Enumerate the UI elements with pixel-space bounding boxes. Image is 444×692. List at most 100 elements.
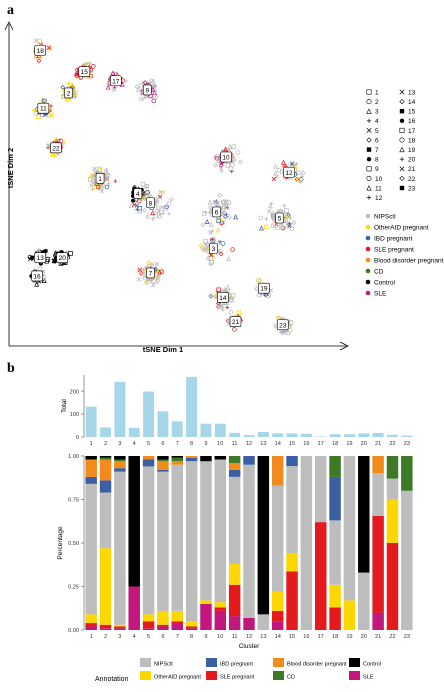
data-point [99,189,105,194]
data-point [203,239,208,244]
data-point [212,293,217,299]
x-tick-label: 16 [303,634,309,640]
cluster-label-box [95,173,105,184]
x-tick-label: 3 [118,634,121,640]
data-point [153,213,158,219]
cluster-label-text: 22 [52,145,60,152]
x-tick-label: 2 [104,634,107,640]
data-point [150,217,155,222]
cluster-label-text: 16 [33,273,41,280]
data-point [153,278,159,284]
legend-item: IBD pregnant [206,658,253,668]
data-point [227,147,232,152]
data-point [202,211,207,216]
stacked-segment [157,610,169,625]
data-point [140,181,146,187]
stacked-segment [214,607,227,611]
data-point [230,247,235,252]
data-point [294,162,299,166]
data-point [134,84,140,89]
data-point [159,205,165,210]
data-point [137,208,143,214]
cluster-label-box [78,66,91,77]
shape-legend-label: 1 [375,89,379,96]
data-point [227,214,232,220]
total-bar [186,376,198,437]
data-point [224,212,229,217]
data-point [278,221,284,227]
panel-label-a: a [7,3,14,18]
data-point [223,146,229,152]
shape-legend-symbol [366,157,372,162]
data-point [95,184,101,190]
stacked-segment [171,457,183,462]
data-point [225,163,231,168]
shape-legend-item: 16 [399,118,416,125]
stacked-segment [386,499,399,543]
y-axis-label: tSNE Dim 2 [6,148,15,188]
stacked-segment [142,459,155,467]
shape-legend-item: 7 [366,147,379,154]
data-point [104,184,110,190]
x-tick-label: 18 [332,634,338,640]
data-point [223,204,229,210]
stacked-segment [329,456,341,477]
data-point [264,217,269,221]
y-tick-label: 0 [76,435,79,441]
data-point [46,45,52,50]
data-point [138,83,144,88]
shape-legend-label: 21 [408,166,416,173]
stacked-segment [343,600,356,630]
stacked-segment [114,461,126,469]
stacked-segment [343,456,356,601]
data-point [157,214,163,219]
data-point [156,209,162,215]
data-point [217,240,222,245]
data-point [91,64,96,69]
stacked-segment [157,461,169,470]
data-point [139,269,145,274]
color-legend-label: Blood disorder pregnant [374,258,444,265]
x-tick-label: 20 [361,441,367,447]
shape-legend-label: 8 [375,157,379,164]
shape-legend-item: 23 [399,185,416,192]
stacked-segment [372,456,384,474]
y-tick-label: 0.25 [68,585,79,591]
stacked-segment [99,548,112,625]
x-tick-label: 17 [318,634,324,640]
color-legend-dot [365,213,371,219]
legend-items: NIPSctl OtherAID pregnant IBD pregnant SLE … [140,658,381,681]
data-point [226,200,231,206]
stacked-segment [257,614,270,630]
data-point [142,80,148,86]
legend-swatch [349,671,360,680]
y-tick-label: 100 [70,412,79,418]
data-point [143,265,148,270]
data-point [285,212,291,218]
cluster-label: 14 [217,291,229,303]
data-point [208,293,214,299]
data-point [154,261,160,267]
data-point [226,256,232,262]
data-point [212,199,217,204]
data-point [33,111,39,116]
data-point [97,182,102,188]
y-tick-label: 1.00 [68,454,79,460]
shape-legend-item: 8 [366,157,379,164]
cluster-label-box [133,188,143,199]
stacked-segment [271,610,284,622]
data-point [284,214,290,219]
plot-background [84,375,414,437]
cluster-label: 3 [209,243,218,254]
data-point [103,168,109,174]
stacked-segment [271,591,284,611]
legend-item: OtherAID pregnant [140,671,201,681]
data-point [104,167,109,172]
stacked-segment [99,480,112,493]
cluster-label: 9 [143,84,152,96]
data-point [218,166,223,171]
data-point [208,256,214,261]
cluster-label-box [110,75,122,87]
data-point [157,194,163,199]
cluster-label: 12 [283,166,295,178]
